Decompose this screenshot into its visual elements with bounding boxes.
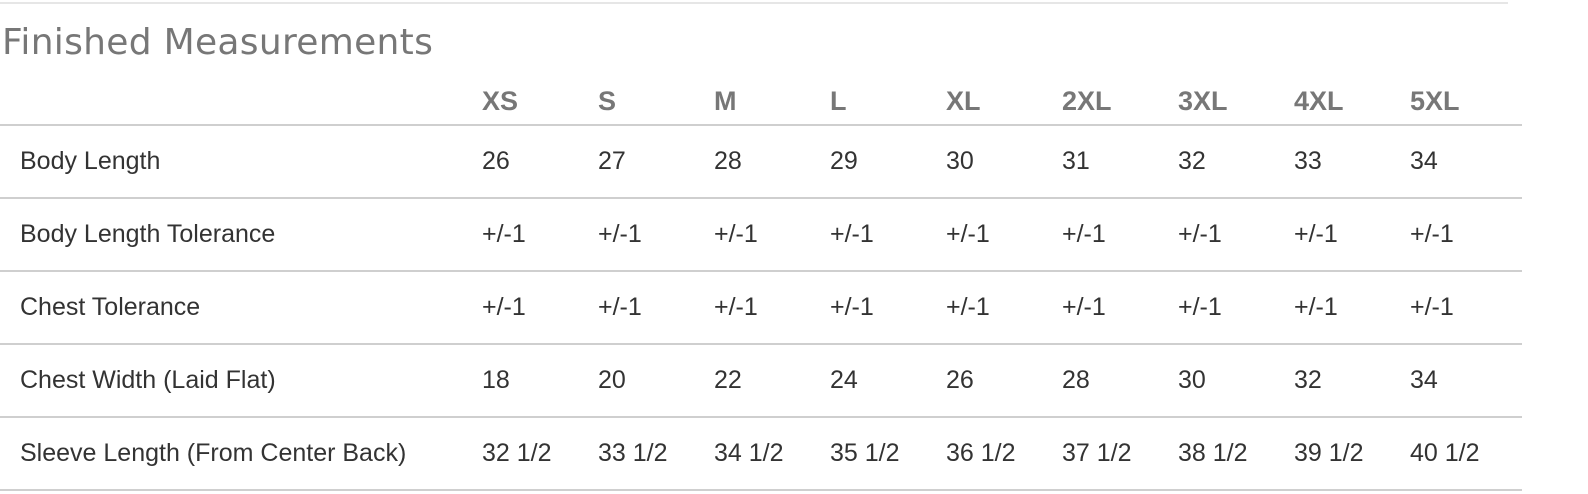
table-cell: 22 bbox=[714, 344, 830, 418]
header-corner-cell bbox=[0, 78, 482, 126]
table-cell: +/-1 bbox=[946, 271, 1062, 345]
table-cell: 30 bbox=[946, 125, 1062, 199]
size-chart-table: XS S M L XL 2XL 3XL 4XL 5XL Body Length … bbox=[0, 78, 1522, 491]
table-cell: +/-1 bbox=[598, 198, 714, 272]
table-cell: 34 1/2 bbox=[714, 417, 830, 491]
table-cell: 33 bbox=[1294, 125, 1410, 199]
table-cell: +/-1 bbox=[714, 198, 830, 272]
table-cell: +/-1 bbox=[830, 198, 946, 272]
table-row: Body Length 26 27 28 29 30 31 32 33 34 bbox=[0, 125, 1522, 199]
table-row: Sleeve Length (From Center Back) 32 1/2 … bbox=[0, 417, 1522, 491]
table-cell: +/-1 bbox=[1062, 198, 1178, 272]
table-row: Chest Width (Laid Flat) 18 20 22 24 26 2… bbox=[0, 344, 1522, 418]
size-header-3xl: 3XL bbox=[1178, 78, 1294, 126]
table-cell: 32 1/2 bbox=[482, 417, 598, 491]
top-divider bbox=[0, 2, 1508, 4]
table-cell: +/-1 bbox=[1410, 198, 1522, 272]
table-cell: 36 1/2 bbox=[946, 417, 1062, 491]
row-label: Body Length bbox=[0, 125, 482, 199]
section-title: Finished Measurements bbox=[2, 22, 434, 63]
table-cell: 28 bbox=[714, 125, 830, 199]
table-cell: +/-1 bbox=[1410, 271, 1522, 345]
size-header-m: M bbox=[714, 78, 830, 126]
table-cell: 37 1/2 bbox=[1062, 417, 1178, 491]
table-cell: +/-1 bbox=[1294, 271, 1410, 345]
table-cell: 40 1/2 bbox=[1410, 417, 1522, 491]
table-cell: 32 bbox=[1178, 125, 1294, 199]
table-cell: 34 bbox=[1410, 125, 1522, 199]
size-header-l: L bbox=[830, 78, 946, 126]
table-cell: +/-1 bbox=[598, 271, 714, 345]
size-header-2xl: 2XL bbox=[1062, 78, 1178, 126]
table-cell: 18 bbox=[482, 344, 598, 418]
table-cell: +/-1 bbox=[482, 271, 598, 345]
size-header-xl: XL bbox=[946, 78, 1062, 126]
size-header-4xl: 4XL bbox=[1294, 78, 1410, 126]
table-cell: 26 bbox=[482, 125, 598, 199]
table-cell: 27 bbox=[598, 125, 714, 199]
table-cell: +/-1 bbox=[1294, 198, 1410, 272]
size-header-row: XS S M L XL 2XL 3XL 4XL 5XL bbox=[0, 78, 1522, 126]
size-header-xs: XS bbox=[482, 78, 598, 126]
table-cell: +/-1 bbox=[830, 271, 946, 345]
table-cell: 29 bbox=[830, 125, 946, 199]
table-row: Chest Tolerance +/-1 +/-1 +/-1 +/-1 +/-1… bbox=[0, 271, 1522, 345]
table-cell: +/-1 bbox=[482, 198, 598, 272]
size-header-s: S bbox=[598, 78, 714, 126]
table-cell: 32 bbox=[1294, 344, 1410, 418]
row-label: Sleeve Length (From Center Back) bbox=[0, 417, 482, 491]
table-cell: +/-1 bbox=[1178, 271, 1294, 345]
table-cell: 33 1/2 bbox=[598, 417, 714, 491]
table-cell: +/-1 bbox=[946, 198, 1062, 272]
table-cell: 35 1/2 bbox=[830, 417, 946, 491]
table-cell: 38 1/2 bbox=[1178, 417, 1294, 491]
table-cell: 20 bbox=[598, 344, 714, 418]
table-cell: 39 1/2 bbox=[1294, 417, 1410, 491]
table-cell: 31 bbox=[1062, 125, 1178, 199]
row-label: Chest Width (Laid Flat) bbox=[0, 344, 482, 418]
table-cell: +/-1 bbox=[1178, 198, 1294, 272]
row-label: Body Length Tolerance bbox=[0, 198, 482, 272]
row-label: Chest Tolerance bbox=[0, 271, 482, 345]
table-cell: 34 bbox=[1410, 344, 1522, 418]
size-header-5xl: 5XL bbox=[1410, 78, 1522, 126]
table-cell: +/-1 bbox=[714, 271, 830, 345]
table-row: Body Length Tolerance +/-1 +/-1 +/-1 +/-… bbox=[0, 198, 1522, 272]
table-cell: 30 bbox=[1178, 344, 1294, 418]
table-cell: 24 bbox=[830, 344, 946, 418]
table-cell: 26 bbox=[946, 344, 1062, 418]
table-cell: 28 bbox=[1062, 344, 1178, 418]
table-cell: +/-1 bbox=[1062, 271, 1178, 345]
